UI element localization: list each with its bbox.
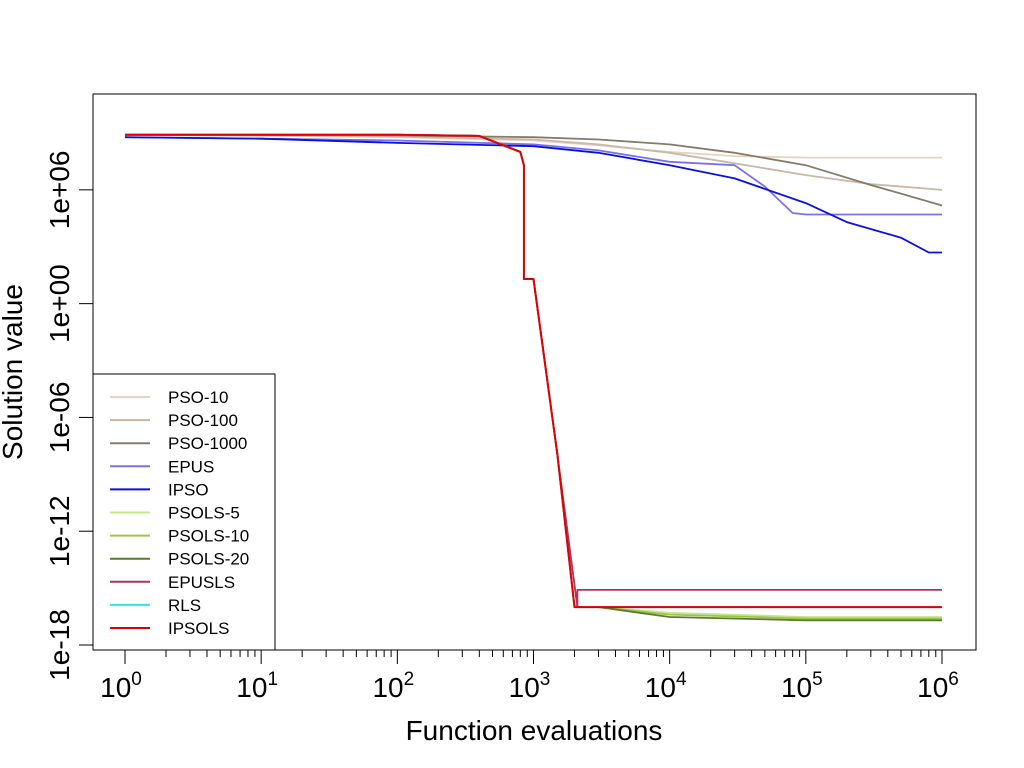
- x-tick-label: 105: [781, 669, 823, 703]
- y-tick-label: 1e-12: [44, 495, 75, 567]
- y-axis: 1e+06 1e+00 1e-06 1e-12 1e-18: [44, 151, 94, 681]
- series-line-ipsols: [125, 133, 942, 609]
- series-line-pso-100: [124, 133, 943, 191]
- legend-label: IPSO: [168, 480, 209, 499]
- x-axis-label: Function evaluations: [406, 715, 663, 746]
- x-tick-label: 102: [372, 669, 414, 703]
- series-line-ipso: [124, 136, 942, 254]
- legend-label: EPUSLS: [168, 573, 235, 592]
- legend-label: IPSOLS: [168, 619, 229, 638]
- y-tick-label: 1e-06: [44, 382, 75, 454]
- legend-label: PSOLS-10: [168, 527, 249, 546]
- y-tick-label: 1e+06: [44, 151, 75, 230]
- x-tick-label: 104: [645, 669, 687, 703]
- x-tick-label: 100: [100, 669, 142, 703]
- legend-label: PSO-10: [168, 388, 228, 407]
- legend-label: RLS: [168, 596, 201, 615]
- legend-label: PSOLS-20: [168, 550, 249, 569]
- y-tick-label: 1e+00: [44, 264, 75, 343]
- legend-label: PSOLS-5: [168, 504, 240, 523]
- x-tick-label: 101: [236, 669, 278, 703]
- legend-label: EPUS: [168, 457, 214, 476]
- legend: PSO-10 PSO-100 PSO-1000 EPUS IPSO PSOLS-5 PSOL…: [92, 373, 276, 651]
- x-tick-label: 103: [509, 669, 551, 703]
- x-tick-label: 106: [917, 669, 959, 703]
- y-axis-label: Solution value: [0, 284, 28, 460]
- x-axis: 100 101 102 103 104 105 106: [100, 649, 959, 703]
- legend-label: PSO-100: [168, 411, 238, 430]
- legend-label: PSO-1000: [168, 434, 247, 453]
- series-line-epus: [124, 136, 942, 216]
- y-tick-label: 1e-18: [44, 609, 75, 681]
- series-layer: [124, 133, 943, 622]
